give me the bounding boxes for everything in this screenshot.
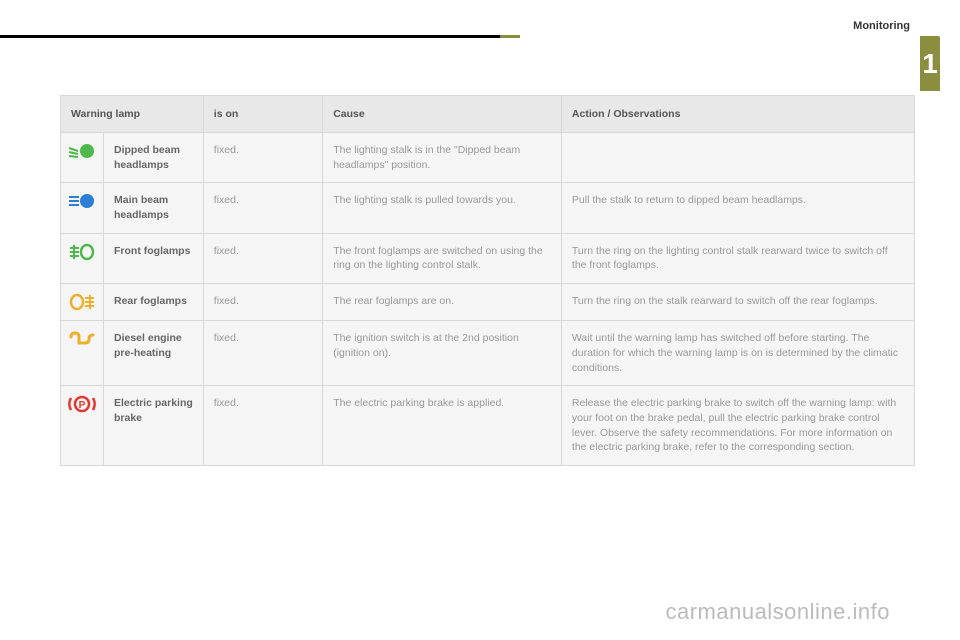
- cause-cell: The front foglamps are switched on using…: [323, 233, 562, 283]
- watermark: carmanualsonline.info: [665, 599, 890, 625]
- action-cell: Turn the ring on the lighting control st…: [561, 233, 914, 283]
- is-on-cell: fixed.: [203, 386, 322, 466]
- action-cell: Wait until the warning lamp has switched…: [561, 321, 914, 386]
- is-on-cell: fixed.: [203, 284, 322, 321]
- icon-cell: [61, 321, 104, 386]
- table-row: Diesel engine pre-heatingfixed.The ignit…: [61, 321, 915, 386]
- header-action: Action / Observations: [561, 96, 914, 133]
- cause-cell: The ignition switch is at the 2nd positi…: [323, 321, 562, 386]
- action-cell: [561, 133, 914, 183]
- table-row: Main beam headlampsfixed.The lighting st…: [61, 183, 915, 233]
- lamp-name: Electric parking brake: [104, 386, 204, 466]
- cause-cell: The lighting stalk is in the "Dipped bea…: [323, 133, 562, 183]
- table-row: Front foglampsfixed.The front foglamps a…: [61, 233, 915, 283]
- is-on-cell: fixed.: [203, 233, 322, 283]
- lamp-name: Front foglamps: [104, 233, 204, 283]
- is-on-cell: fixed.: [203, 133, 322, 183]
- table-row: Electric parking brakefixed.The electric…: [61, 386, 915, 466]
- icon-cell: [61, 386, 104, 466]
- dipped-beam-icon: [67, 141, 97, 161]
- icon-cell: [61, 183, 104, 233]
- table-row: Dipped beam headlampsfixed.The lighting …: [61, 133, 915, 183]
- cause-cell: The electric parking brake is applied.: [323, 386, 562, 466]
- lamp-name: Dipped beam headlamps: [104, 133, 204, 183]
- is-on-cell: fixed.: [203, 321, 322, 386]
- action-cell: Pull the stalk to return to dipped beam …: [561, 183, 914, 233]
- cause-cell: The rear foglamps are on.: [323, 284, 562, 321]
- lamp-name: Diesel engine pre-heating: [104, 321, 204, 386]
- front-fog-icon: [67, 242, 97, 262]
- lamp-name: Main beam headlamps: [104, 183, 204, 233]
- icon-cell: [61, 233, 104, 283]
- top-bar-accent: [500, 35, 520, 38]
- lamp-name: Rear foglamps: [104, 284, 204, 321]
- is-on-cell: fixed.: [203, 183, 322, 233]
- main-beam-icon: [67, 191, 97, 211]
- rear-fog-icon: [67, 292, 97, 312]
- cause-cell: The lighting stalk is pulled towards you…: [323, 183, 562, 233]
- top-bar: [0, 35, 500, 38]
- action-cell: Turn the ring on the stalk rearward to s…: [561, 284, 914, 321]
- icon-cell: [61, 284, 104, 321]
- action-cell: Release the electric parking brake to sw…: [561, 386, 914, 466]
- header-ison: is on: [203, 96, 322, 133]
- header-cause: Cause: [323, 96, 562, 133]
- header-lamp: Warning lamp: [61, 96, 204, 133]
- table-row: Rear foglampsfixed.The rear foglamps are…: [61, 284, 915, 321]
- section-title: Monitoring: [853, 20, 910, 32]
- diesel-preheat-icon: [67, 329, 97, 349]
- warning-lamp-table: Warning lamp is on Cause Action / Observ…: [60, 95, 915, 466]
- side-tab: 1: [920, 36, 940, 91]
- icon-cell: [61, 133, 104, 183]
- parking-brake-icon: [67, 394, 97, 414]
